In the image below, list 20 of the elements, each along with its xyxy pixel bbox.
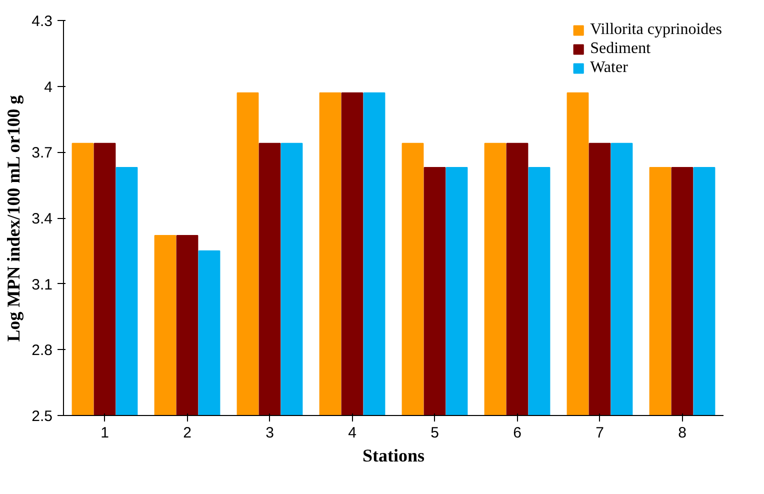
legend-label: Water bbox=[590, 59, 628, 77]
x-tick-label: 6 bbox=[513, 424, 522, 442]
y-tick-label: 3.1 bbox=[32, 276, 53, 294]
x-tick-label: 1 bbox=[100, 424, 109, 442]
y-tick-label: 2.5 bbox=[32, 408, 53, 425]
x-tick-label: 5 bbox=[430, 424, 439, 442]
y-tick-label: 3.4 bbox=[32, 210, 53, 228]
x-tick-label: 2 bbox=[183, 424, 192, 442]
y-tick-label: 4.3 bbox=[32, 13, 53, 30]
y-tick-label: 2.8 bbox=[32, 342, 53, 360]
x-tick-label: 3 bbox=[266, 424, 274, 442]
y-axis-title: Log MPN index/100 mL or100 g bbox=[4, 95, 24, 342]
x-axis-title: Stations bbox=[362, 446, 425, 466]
legend-label: Sediment bbox=[590, 40, 651, 58]
x-tick-label: 8 bbox=[678, 424, 686, 442]
x-tick-label: 7 bbox=[596, 424, 604, 442]
y-tick-label: 4 bbox=[44, 78, 52, 96]
legend-label: Villorita cyprinoides bbox=[590, 21, 722, 39]
x-tick-label: 4 bbox=[348, 424, 356, 442]
y-tick-label: 3.7 bbox=[32, 144, 53, 162]
